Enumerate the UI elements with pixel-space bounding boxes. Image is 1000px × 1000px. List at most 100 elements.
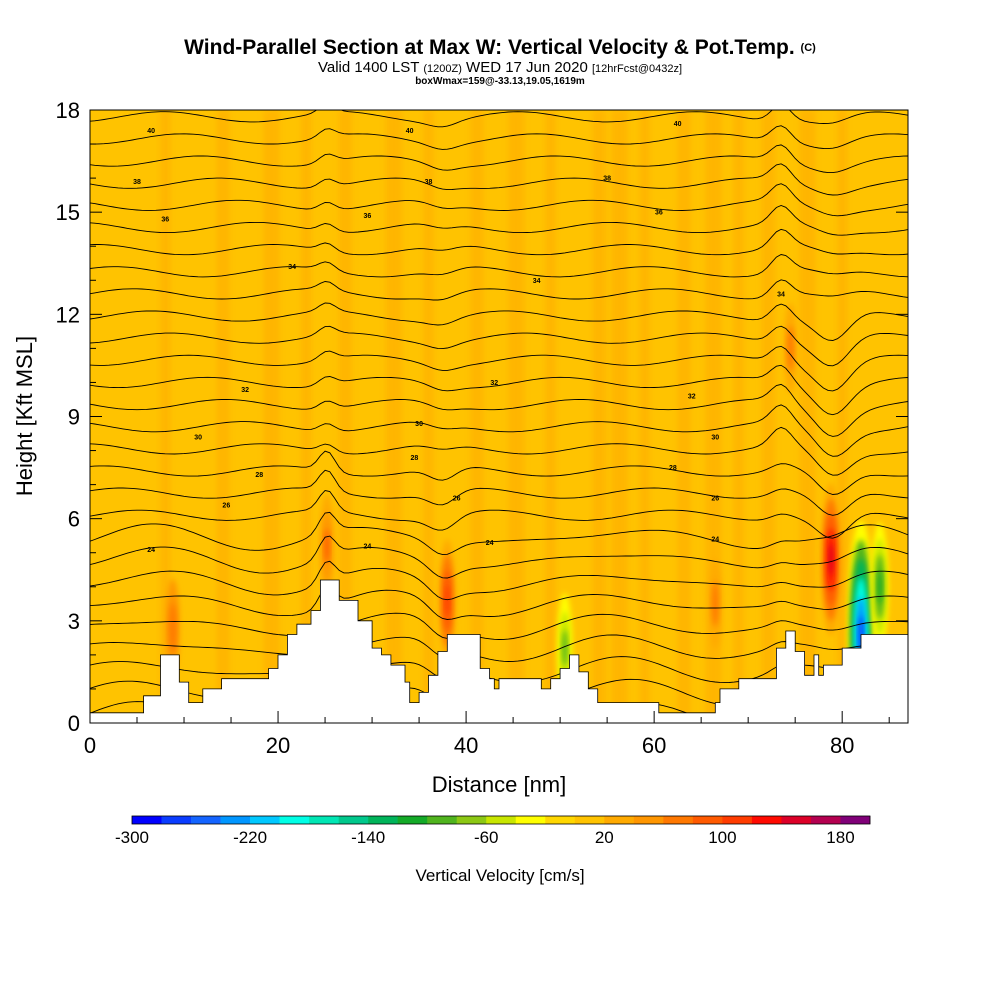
contour-label: 36 [363, 213, 371, 220]
colorbar-swatch [633, 816, 664, 824]
y-tick-label: 3 [68, 609, 80, 634]
contour-label: 40 [674, 121, 682, 128]
contour-label: 40 [406, 128, 414, 135]
theta-contour-line [90, 511, 908, 556]
colorbar-tick-label: 20 [595, 828, 614, 847]
velocity-streak [301, 110, 312, 723]
contour-label: 30 [415, 421, 423, 428]
theta-contour-labels: 40 40 40 38 38 38 36 36 36 34 34 34 32 32 32 30 30 30 28 28… [133, 121, 785, 554]
x-tick-label: 40 [454, 733, 478, 758]
theta-contour-line [90, 404, 908, 457]
theta-contour-line [90, 560, 908, 601]
colorbar-tick-label: 180 [826, 828, 854, 847]
colorbar-swatch [840, 816, 871, 824]
box-info: boxWmax=159@-33.13,19.05,1619m [415, 76, 585, 87]
contour-label: 28 [669, 465, 677, 472]
colorbar-swatch [692, 816, 723, 824]
velocity-streak [545, 110, 556, 723]
colorbar-tick-label: -300 [115, 828, 149, 847]
theta-contour-line [90, 302, 908, 341]
downdraft-region [877, 570, 882, 603]
updraft-region [324, 528, 330, 564]
velocity-streak [761, 110, 775, 723]
theta-contour-line [90, 632, 908, 662]
contour-label: 24 [486, 540, 494, 547]
colorbar-swatch [810, 816, 841, 824]
velocity-streak [592, 110, 606, 723]
velocity-streak [733, 110, 744, 723]
title-block: Wind-Parallel Section at Max W: Vertical… [0, 36, 1000, 87]
y-axis-label: Height [Kft MSL] [12, 336, 37, 496]
contour-label: 32 [241, 387, 249, 394]
colorbar-swatch [545, 816, 576, 824]
colorbar-swatch [427, 816, 458, 824]
colorbar-swatch [250, 816, 280, 824]
theta-contour-line [90, 535, 908, 579]
colorbar-swatch [191, 816, 221, 824]
velocity-features [165, 302, 889, 723]
x-axis-label: Distance [nm] [432, 772, 567, 797]
colorbar-swatch [515, 816, 546, 824]
contour-label: 26 [453, 496, 461, 503]
contour-label: 24 [363, 543, 371, 550]
theta-contours [90, 110, 908, 723]
velocity-streak [677, 110, 691, 723]
valid-prefix: Valid 1400 LST [317, 59, 420, 76]
velocity-streak [611, 110, 628, 723]
colorbar-swatch [397, 816, 428, 824]
colorbar-swatch [220, 816, 251, 824]
colorbar-tick-label: -140 [351, 828, 385, 847]
valid-date: WED 17 Jun 2020 [466, 59, 588, 76]
velocity-streak [639, 110, 650, 723]
colorbar-swatch [456, 816, 487, 824]
x-tick-label: 80 [830, 733, 854, 758]
theta-contour-line [90, 610, 908, 640]
y-tick-label: 0 [68, 711, 80, 736]
contour-label: 32 [688, 394, 696, 401]
velocity-streak [216, 110, 230, 723]
theta-contour-line [90, 228, 908, 256]
contour-label: 28 [410, 455, 418, 462]
downdraft-region [562, 629, 568, 667]
velocity-streak [423, 110, 434, 723]
colorbar-tick-label: -220 [233, 828, 267, 847]
contour-label: 34 [288, 264, 296, 271]
colorbar-label: Vertical Velocity [cm/s] [415, 866, 584, 885]
colorbar-swatch [751, 816, 782, 824]
contour-label: 32 [490, 380, 498, 387]
colorbar-swatch [604, 816, 635, 824]
contour-label: 40 [147, 128, 155, 135]
colorbar-swatch [781, 816, 812, 824]
colorbar-swatch [279, 816, 310, 824]
colorbar-swatch [574, 816, 605, 824]
theta-contour-line [90, 279, 908, 301]
x-tick-label: 20 [266, 733, 290, 758]
theta-contour-line [90, 469, 908, 516]
velocity-streaks [160, 110, 848, 723]
contour-label: 36 [655, 210, 663, 217]
updraft-region [787, 325, 794, 372]
velocity-streak [508, 110, 525, 723]
velocity-streak [263, 110, 280, 723]
contour-label: 30 [711, 434, 719, 441]
theta-contour-line [90, 383, 908, 437]
contour-label: 38 [133, 179, 141, 186]
contour-label: 36 [161, 216, 169, 223]
updraft-region [445, 585, 450, 616]
colorbar-swatch [368, 816, 398, 824]
contour-label: 28 [255, 472, 263, 479]
colorbar-swatch [309, 816, 339, 824]
colorbar: -300 -220 -140 -60 20 100 180 [115, 815, 871, 847]
chart-title: Wind-Parallel Section at Max W: Vertical… [0, 36, 1000, 60]
theta-contour-line [90, 490, 908, 539]
y-tick-label: 9 [68, 405, 80, 430]
contour-label: 38 [603, 176, 611, 183]
updraft-region [711, 580, 719, 627]
colorbar-swatch [132, 816, 162, 824]
contour-label: 26 [711, 496, 719, 503]
y-tick-label: 18 [56, 98, 80, 123]
contour-label: 38 [425, 179, 433, 186]
colorbar-swatch [663, 816, 694, 824]
theta-contour-line [90, 325, 908, 367]
